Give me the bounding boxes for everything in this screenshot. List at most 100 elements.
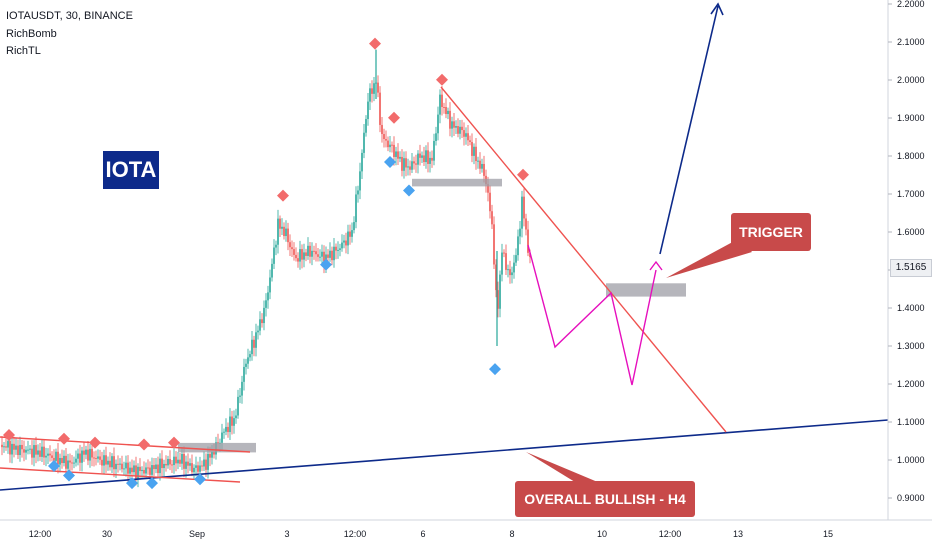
candle-body [11, 443, 13, 455]
bullish-target-arrow [659, 5, 719, 255]
candle-body [467, 133, 469, 141]
candle-body [85, 449, 87, 455]
candle-body [73, 462, 75, 464]
candle-body [13, 443, 15, 450]
candle-body [293, 249, 295, 255]
candle-body [453, 121, 455, 128]
projection-path [527, 244, 657, 386]
candle-body [71, 462, 73, 464]
candle-body [371, 88, 373, 94]
candle-body [399, 156, 401, 159]
candle-body [339, 248, 341, 250]
candle-body [279, 218, 281, 229]
candle-body [291, 247, 293, 250]
candle-body [353, 222, 355, 231]
candle-body [137, 466, 139, 479]
candle-body [183, 453, 185, 469]
candle-body [69, 460, 71, 463]
candle-body [437, 114, 439, 134]
candle-body [167, 458, 169, 466]
candle-body [387, 140, 389, 148]
candle-body [379, 92, 381, 125]
candle-body [355, 194, 357, 223]
candle-body [81, 450, 83, 463]
candle-body [383, 134, 385, 140]
candle-body [203, 459, 205, 467]
candle-body [107, 460, 109, 465]
candle-body [389, 144, 391, 148]
swing-high-marker [517, 168, 529, 181]
candle-body [477, 160, 479, 162]
candle-body [459, 126, 461, 134]
chart-title: IOTAUSDT, 30, BINANCE [6, 10, 133, 22]
candle-body [179, 459, 181, 464]
x-tick-label: 6 [420, 529, 425, 539]
y-tick-label: 1.7000 [897, 189, 925, 199]
candle-body [341, 242, 343, 249]
asset-label: IOTA [103, 151, 159, 189]
candle-body [265, 300, 267, 308]
candle-body [27, 449, 29, 451]
candle-body [63, 455, 65, 464]
y-tick-label: 1.2000 [897, 379, 925, 389]
candle-body [231, 416, 233, 426]
candle-body [361, 152, 363, 172]
candle-body [431, 157, 433, 161]
candle-body [25, 449, 27, 453]
candle-body [23, 449, 25, 453]
candle-body [193, 467, 195, 473]
arrowhead-icon [710, 2, 724, 16]
swing-low-marker [384, 156, 396, 168]
candle-body [129, 467, 131, 474]
candle-body [299, 249, 301, 262]
candle-body [175, 456, 177, 464]
candle-body [247, 357, 249, 364]
candle-body [403, 158, 405, 171]
candle-body [365, 119, 367, 133]
x-tick-label: 30 [102, 529, 112, 539]
candle-body [67, 460, 69, 469]
swing-low-marker [146, 477, 158, 490]
candle-body [309, 245, 311, 257]
candle-body [185, 461, 187, 469]
candle-body [3, 446, 5, 448]
x-tick-label: 13 [733, 529, 743, 539]
candle-body [229, 416, 231, 433]
candle-body [177, 459, 179, 464]
candle-body [345, 240, 347, 246]
candle-body [43, 446, 45, 458]
x-tick-label: 8 [509, 529, 514, 539]
x-tick-label: 12:00 [659, 529, 682, 539]
candle-body [517, 236, 519, 256]
candle-body [99, 456, 101, 460]
candle-body [31, 448, 33, 458]
swing-low-marker [48, 460, 60, 472]
swing-low-marker [63, 469, 75, 482]
candle-body [41, 446, 43, 457]
candle-body [315, 251, 317, 255]
candle-body [357, 190, 359, 195]
candle-body [469, 140, 471, 143]
candle-body [39, 450, 41, 457]
x-tick-label: 12:00 [344, 529, 367, 539]
candle-body [429, 157, 431, 164]
candle-body [1, 444, 3, 448]
candle-body [195, 465, 197, 468]
candle-body [7, 441, 9, 448]
swing-low-marker [403, 184, 415, 197]
candle-body [139, 466, 141, 472]
candle-body [29, 448, 31, 450]
candle-body [367, 101, 369, 120]
candle-body [347, 231, 349, 246]
candle-body [17, 445, 19, 456]
candle-body [319, 256, 321, 258]
candle-body [475, 146, 477, 162]
candle-body [447, 110, 449, 115]
candle-body [507, 269, 509, 271]
candle-body [165, 463, 167, 466]
candle-body [169, 458, 171, 465]
swing-high-marker [138, 438, 150, 451]
candle-body [263, 307, 265, 324]
candle-body [189, 463, 191, 466]
